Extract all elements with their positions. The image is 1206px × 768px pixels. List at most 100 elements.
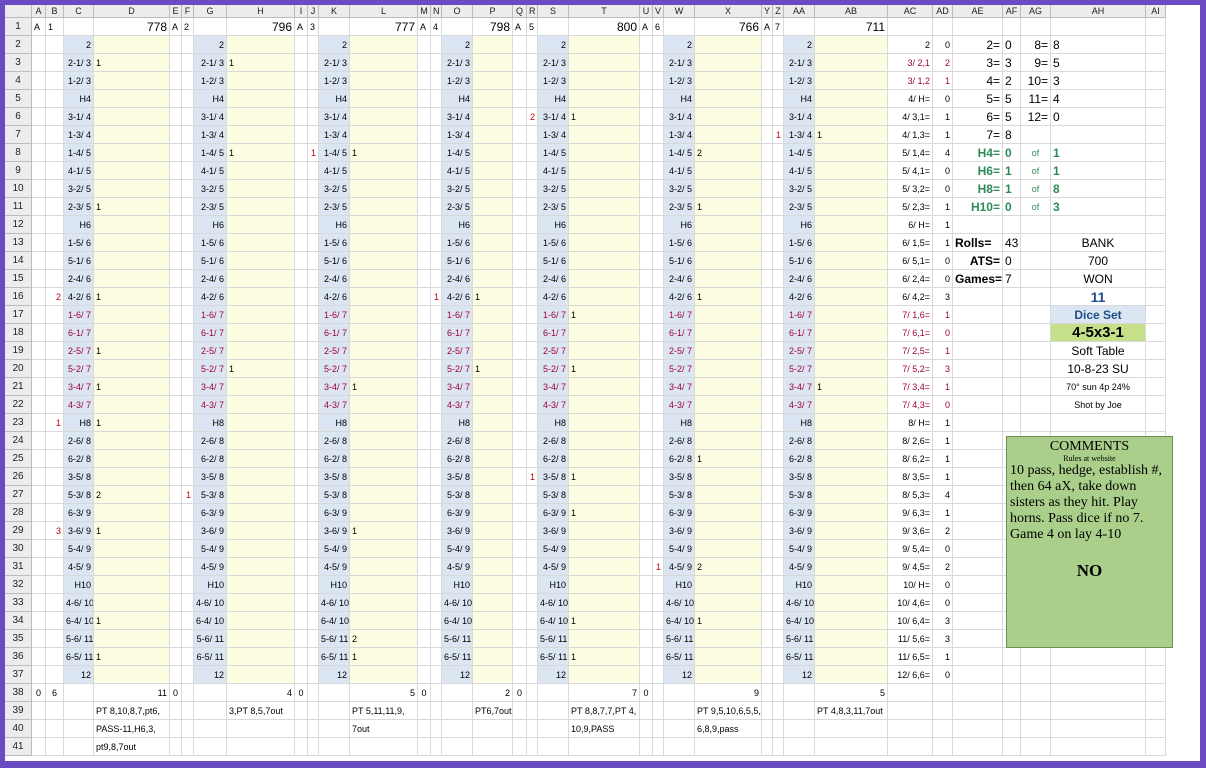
game-3-dice-label[interactable]: 6-1/ 7 [319,324,350,342]
game-2-a[interactable]: A [170,18,182,36]
cell-AF37[interactable] [1003,666,1021,684]
cell-U17[interactable] [640,306,653,324]
game-2-mark[interactable] [227,378,295,396]
game-6-mark[interactable]: 1 [695,198,762,216]
cell-AF1[interactable] [1003,18,1021,36]
cell-I19[interactable] [295,342,308,360]
cell-F2[interactable] [182,36,194,54]
cell-J38[interactable] [308,684,319,702]
cell-I37[interactable] [295,666,308,684]
cell-Z11[interactable] [773,198,784,216]
cell-U34[interactable] [640,612,653,630]
cell-Y19[interactable] [762,342,773,360]
cell-Q39[interactable] [513,702,527,720]
cell-Q10[interactable] [513,180,527,198]
game-2-dice-label[interactable]: 4-2/ 6 [194,288,227,306]
game-4-mark[interactable] [473,450,513,468]
cell-Q18[interactable] [513,324,527,342]
game-7-mark[interactable] [815,324,888,342]
cell-U41[interactable] [640,738,653,756]
cell-AE23[interactable] [953,414,1003,432]
cell-AI15[interactable] [1146,270,1166,288]
cell-AG36[interactable] [1021,648,1051,666]
game-3-mark[interactable] [350,396,418,414]
game-1-dice-label[interactable]: 2-4/ 6 [64,270,94,288]
cell-AH1[interactable] [1051,18,1146,36]
game-1-mark[interactable] [94,108,170,126]
game-6-dice-label[interactable]: 3-4/ 7 [664,378,695,396]
cell-U9[interactable] [640,162,653,180]
game-3-dice-label[interactable]: 3-4/ 7 [319,378,350,396]
game-5-dice-label[interactable]: 6-5/ 11 [538,648,569,666]
game-7-mark[interactable] [815,90,888,108]
cell-W41[interactable] [664,738,695,756]
game-6-note[interactable]: PT 9,5,10,6,5,5, [695,702,762,720]
cell-M18[interactable] [418,324,431,342]
game-3-dice-label[interactable]: 5-1/ 6 [319,252,350,270]
cell-N14[interactable] [431,252,442,270]
game-2-mark[interactable] [227,108,295,126]
cell-Y33[interactable] [762,594,773,612]
cell-J20[interactable] [308,360,319,378]
game-1-mark[interactable] [94,270,170,288]
cell-R35[interactable] [527,630,538,648]
game-6-mark[interactable] [695,630,762,648]
game-4-dice-label[interactable]: H10 [442,576,473,594]
cell-F7[interactable] [182,126,194,144]
cell-P40[interactable] [473,720,513,738]
cell-AI36[interactable] [1146,648,1166,666]
column-header-E[interactable]: E [170,5,182,18]
game-6-dice-label[interactable]: 3-6/ 9 [664,522,695,540]
game-5-left-mark[interactable]: 2 [527,108,538,126]
cell-N17[interactable] [431,306,442,324]
count-value[interactable]: 2 [1003,72,1021,90]
cell-I3[interactable] [295,54,308,72]
game-7-dice-label[interactable]: 5-1/ 6 [784,252,815,270]
game-4-mark[interactable] [473,72,513,90]
game-4-dice-label[interactable]: 3-1/ 4 [442,108,473,126]
cell-AF36[interactable] [1003,648,1021,666]
game-5-mark[interactable] [569,594,640,612]
cell-Q19[interactable] [513,342,527,360]
cell-AG22[interactable] [1021,396,1051,414]
cell-AF12[interactable] [1003,216,1021,234]
cell-U36[interactable] [640,648,653,666]
cell-E36[interactable] [170,648,182,666]
cell-U28[interactable] [640,504,653,522]
game-7-mark[interactable] [815,558,888,576]
cell-N8[interactable] [431,144,442,162]
game-6-dice-label[interactable]: 6-4/ 10 [664,612,695,630]
game-3-mark[interactable] [350,216,418,234]
cell-E7[interactable] [170,126,182,144]
cell-AI21[interactable] [1146,378,1166,396]
game-3-dice-label[interactable]: 2-6/ 8 [319,432,350,450]
game-6-dice-label[interactable]: 2-1/ 3 [664,54,695,72]
tally-label[interactable]: 3/ 2,1 [888,54,933,72]
cell-U27[interactable] [640,486,653,504]
cell-U37[interactable] [640,666,653,684]
cell-Y14[interactable] [762,252,773,270]
cell-N3[interactable] [431,54,442,72]
cell-M20[interactable] [418,360,431,378]
cell-AI7[interactable] [1146,126,1166,144]
cell-V24[interactable] [653,432,664,450]
count-label-2[interactable]: 9= [1021,54,1051,72]
cell-J26[interactable] [308,468,319,486]
game-7-dice-label[interactable]: 1-3/ 4 [784,126,815,144]
game-4-dice-label[interactable]: 5-4/ 9 [442,540,473,558]
cell-M40[interactable] [418,720,431,738]
cell-AF41[interactable] [1003,738,1021,756]
game-1-a[interactable]: A [32,18,46,36]
cell-B32[interactable] [46,576,64,594]
cell-U16[interactable] [640,288,653,306]
game-1-number[interactable]: 1 [46,18,64,36]
cell-V26[interactable] [653,468,664,486]
row-header-19[interactable]: 19 [5,342,32,360]
game-2-mark[interactable] [227,594,295,612]
cell-F11[interactable] [182,198,194,216]
cell-AI39[interactable] [1146,702,1166,720]
game-5-left-mark[interactable]: 1 [527,468,538,486]
game-1-dice-label[interactable]: 4-2/ 6 [64,288,94,306]
game-2-dice-label[interactable]: H10 [194,576,227,594]
cell-B28[interactable] [46,504,64,522]
